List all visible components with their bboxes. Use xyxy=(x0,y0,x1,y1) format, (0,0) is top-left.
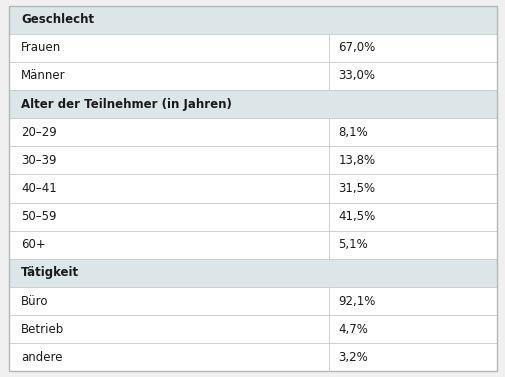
Text: 31,5%: 31,5% xyxy=(338,182,375,195)
Bar xyxy=(9,90,496,118)
Text: 60+: 60+ xyxy=(21,238,46,251)
Text: 5,1%: 5,1% xyxy=(338,238,367,251)
Text: Tätigkeit: Tätigkeit xyxy=(21,267,79,279)
Text: 30–39: 30–39 xyxy=(21,154,57,167)
Text: 50–59: 50–59 xyxy=(21,210,57,223)
Text: 41,5%: 41,5% xyxy=(338,210,375,223)
Text: 8,1%: 8,1% xyxy=(338,126,367,139)
Bar xyxy=(9,175,496,202)
Text: 67,0%: 67,0% xyxy=(338,41,375,54)
Text: Geschlecht: Geschlecht xyxy=(21,13,94,26)
Text: 4,7%: 4,7% xyxy=(338,323,368,336)
Bar xyxy=(9,62,496,90)
Text: Frauen: Frauen xyxy=(21,41,62,54)
Text: 3,2%: 3,2% xyxy=(338,351,367,364)
Bar xyxy=(9,315,496,343)
Bar xyxy=(9,34,496,62)
Bar xyxy=(9,343,496,371)
Bar xyxy=(9,259,496,287)
Text: Männer: Männer xyxy=(21,69,66,83)
Bar xyxy=(9,118,496,146)
Text: andere: andere xyxy=(21,351,63,364)
Text: 13,8%: 13,8% xyxy=(338,154,375,167)
Text: 92,1%: 92,1% xyxy=(338,294,375,308)
Text: 40–41: 40–41 xyxy=(21,182,57,195)
Text: 33,0%: 33,0% xyxy=(338,69,375,83)
Text: Betrieb: Betrieb xyxy=(21,323,65,336)
Bar xyxy=(9,146,496,175)
Text: Alter der Teilnehmer (in Jahren): Alter der Teilnehmer (in Jahren) xyxy=(21,98,232,110)
Text: Büro: Büro xyxy=(21,294,48,308)
Bar xyxy=(9,287,496,315)
Bar xyxy=(9,202,496,231)
Bar xyxy=(9,231,496,259)
Bar xyxy=(9,6,496,34)
Text: 20–29: 20–29 xyxy=(21,126,57,139)
